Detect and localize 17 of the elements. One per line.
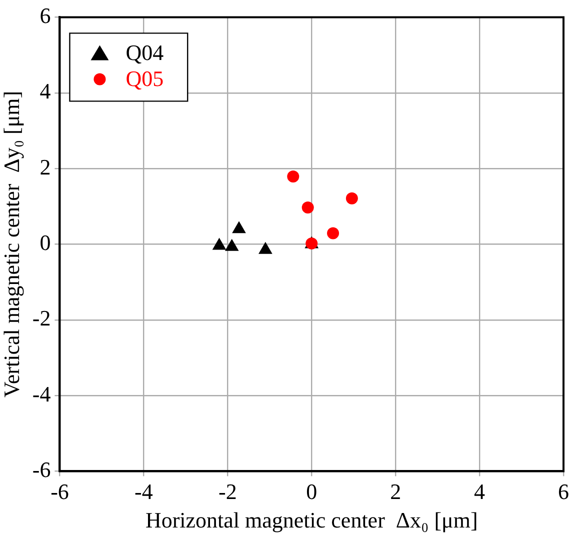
y-tick-label: 4: [40, 78, 51, 104]
x-tick-label: -4: [134, 479, 153, 504]
x-tick-label: 0: [306, 479, 318, 504]
x-tick-label: -2: [218, 479, 237, 504]
legend-label: Q05: [126, 66, 164, 91]
y-tick-label: -6: [32, 456, 51, 482]
y-tick-label: 6: [40, 2, 51, 28]
y-tick-label: -4: [32, 381, 51, 406]
x-tick-label: 6: [558, 479, 569, 504]
y-axis-title: Vertical magnetic center Δy₀ [μm]: [0, 90, 24, 398]
x-tick-label: 4: [474, 479, 486, 504]
y-tick-label: 2: [40, 154, 51, 180]
y-tick-label: -2: [32, 306, 51, 331]
x-tick-label: 2: [390, 479, 402, 504]
y-tick-label: 0: [40, 230, 51, 255]
legend-label: Q04: [126, 40, 164, 65]
x-axis-title: Horizontal magnetic center Δx₀ [μm]: [145, 508, 478, 533]
